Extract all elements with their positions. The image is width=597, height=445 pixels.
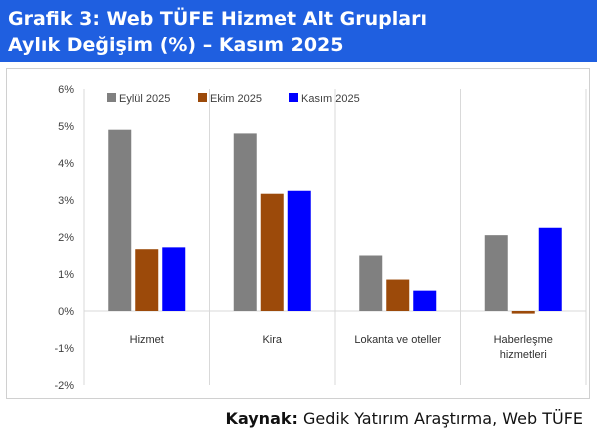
legend-label: Eylül 2025 — [119, 93, 170, 105]
bar — [135, 249, 159, 311]
category-label: Lokanta ve oteller — [354, 334, 441, 346]
chart-title-line-1: Grafik 3: Web TÜFE Hizmet Alt Grupları — [8, 8, 427, 30]
source-separator: : — [291, 409, 298, 428]
legend-label: Kasım 2025 — [301, 93, 360, 105]
bar — [511, 311, 535, 314]
bar — [538, 227, 562, 311]
source-label: Kaynak — [225, 409, 292, 428]
legend-label: Ekim 2025 — [210, 93, 262, 105]
category-label: Haberleşme — [494, 334, 553, 346]
bar — [287, 190, 311, 311]
bar — [108, 129, 132, 311]
y-tick-label: 3% — [58, 195, 74, 207]
source-text: Gedik Yatırım Araştırma, Web TÜFE — [297, 409, 583, 428]
y-tick-label: -2% — [54, 380, 74, 392]
chart-title-bar: Grafik 3: Web TÜFE Hizmet Alt Grupları A… — [0, 0, 597, 62]
y-tick-label: -1% — [54, 343, 74, 355]
category-label: Kira — [262, 334, 282, 346]
bar — [484, 235, 508, 311]
legend-swatch — [198, 93, 207, 102]
bar — [386, 279, 410, 311]
bar — [359, 255, 383, 311]
bar — [260, 193, 284, 311]
legend-swatch — [289, 93, 298, 102]
bar — [162, 247, 186, 311]
legend-swatch — [107, 93, 116, 102]
y-tick-label: 4% — [58, 158, 74, 170]
category-label: Hizmet — [130, 334, 164, 346]
category-label: hizmetleri — [500, 349, 547, 361]
y-tick-label: 0% — [58, 306, 74, 318]
y-tick-label: 1% — [58, 269, 74, 281]
y-tick-label: 2% — [58, 232, 74, 244]
source-note: Kaynak: Gedik Yatırım Araştırma, Web TÜF… — [226, 409, 583, 428]
chart-title-line-2: Aylık Değişim (%) – Kasım 2025 — [8, 34, 344, 56]
y-tick-label: 6% — [58, 84, 74, 96]
bar — [233, 133, 257, 311]
y-tick-label: 5% — [58, 121, 74, 133]
bar — [413, 290, 437, 311]
